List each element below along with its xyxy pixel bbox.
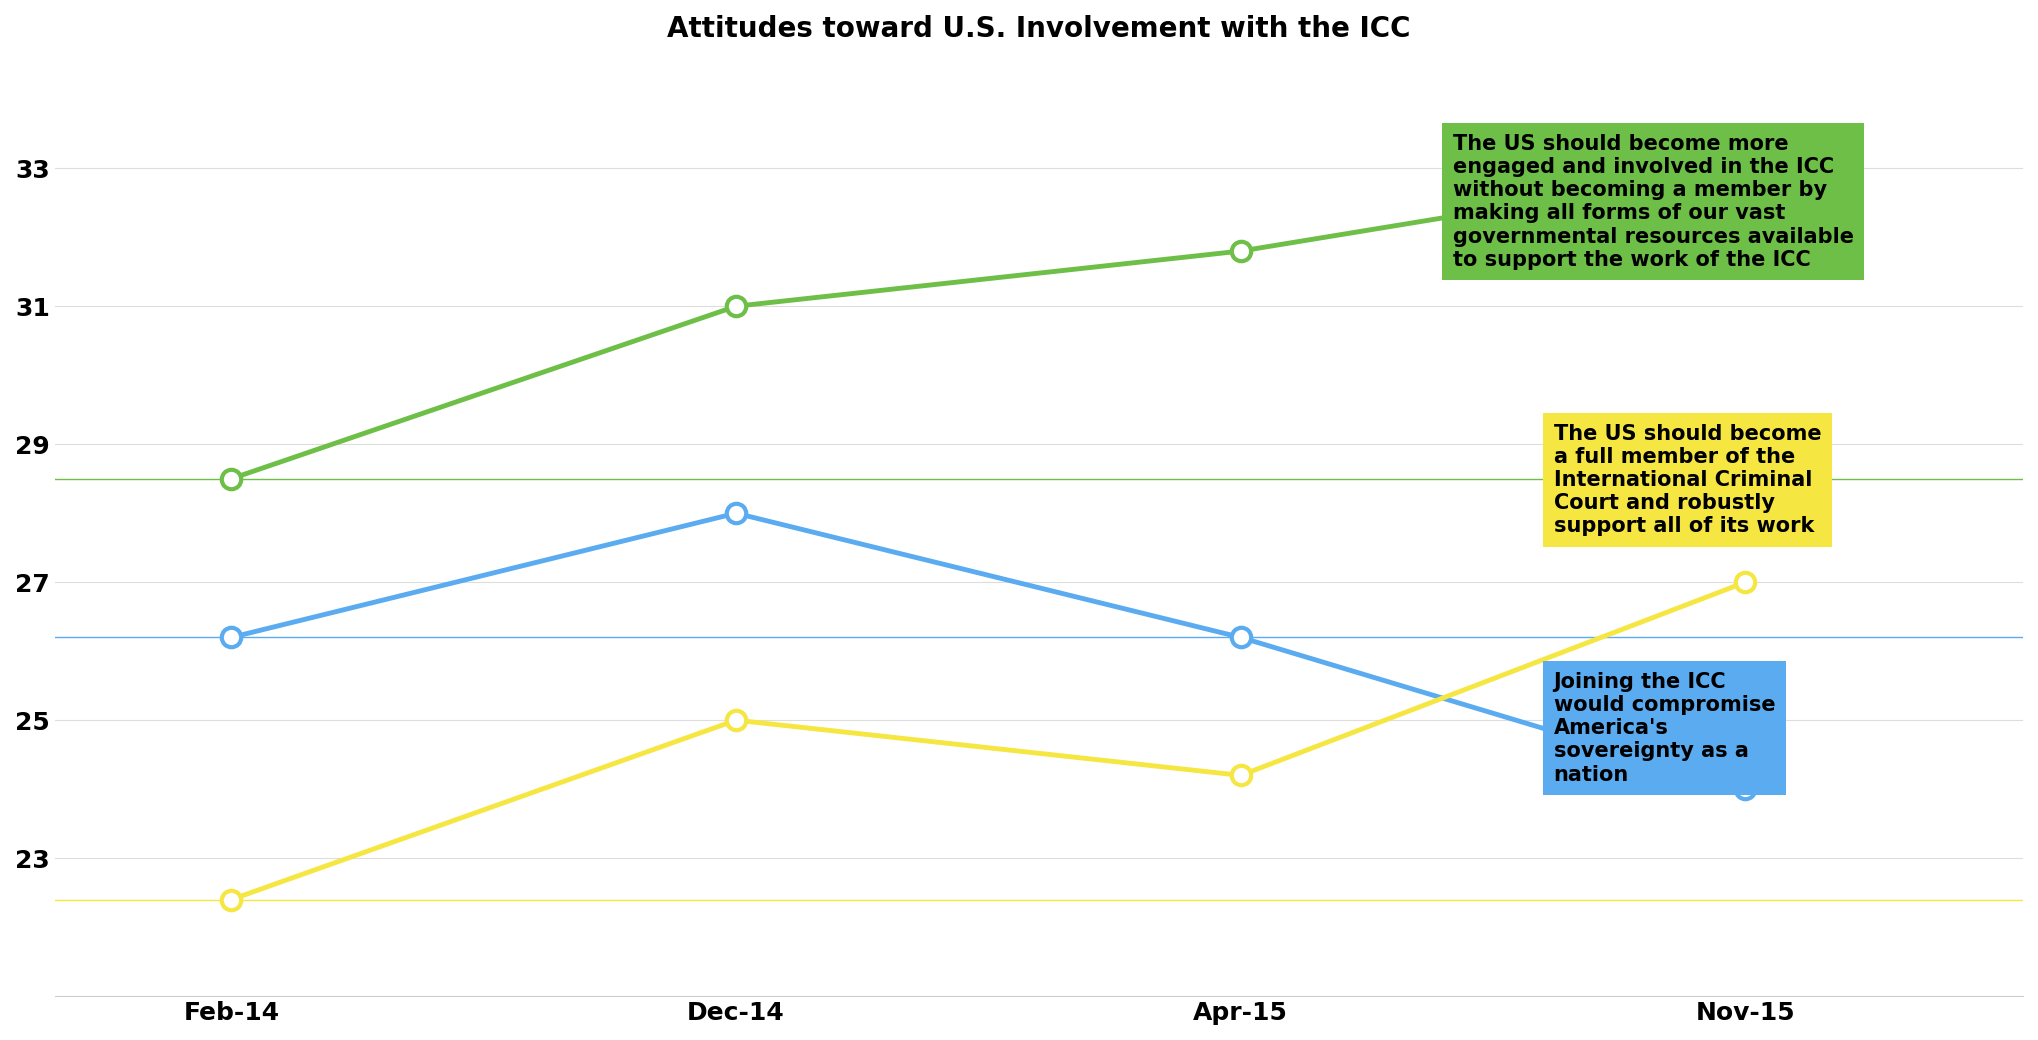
Text: Joining the ICC
would compromise
America's
sovereignty as a
nation: Joining the ICC would compromise America… [1553,672,1775,785]
Text: The US should become
a full member of the
International Criminal
Court and robus: The US should become a full member of th… [1553,423,1822,537]
Title: Attitudes toward U.S. Involvement with the ICC: Attitudes toward U.S. Involvement with t… [666,15,1410,43]
Text: The US should become more
engaged and involved in the ICC
without becoming a mem: The US should become more engaged and in… [1453,134,1855,269]
